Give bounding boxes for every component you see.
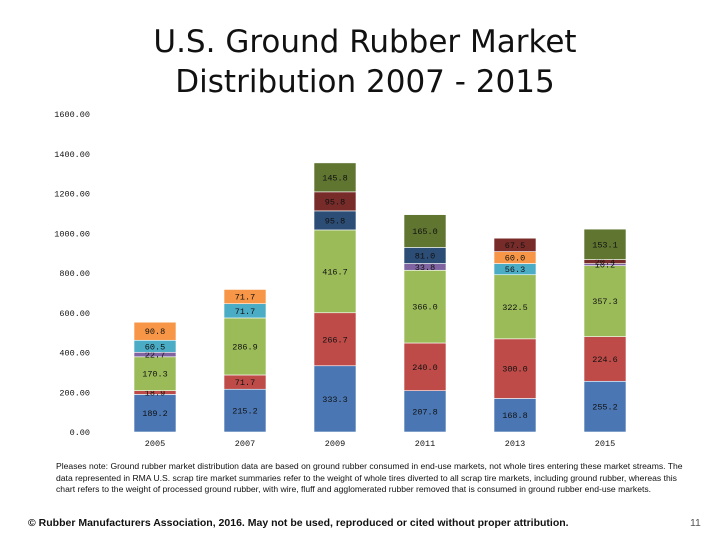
data-label: 165.0 <box>412 227 438 237</box>
data-label: 18.9 <box>145 389 165 399</box>
bar-segment <box>223 388 267 433</box>
data-label: 240.0 <box>412 363 438 373</box>
bar-segment <box>493 237 537 252</box>
x-tick-label: 2013 <box>505 439 525 449</box>
data-label: 170.3 <box>142 370 168 380</box>
y-tick-label: 1200.00 <box>54 190 90 200</box>
y-tick-label: 600.00 <box>59 309 90 319</box>
bar-segment <box>493 398 537 433</box>
data-label: 10.2 <box>595 261 615 271</box>
x-axis: 2005 2007 2009 2011 2013 2015 <box>145 439 615 449</box>
data-label: 71.7 <box>235 293 255 303</box>
y-tick-label: 1400.00 <box>54 150 90 160</box>
data-label: 357.3 <box>592 297 618 307</box>
data-label: 56.3 <box>505 265 525 275</box>
data-label: 95.8 <box>325 216 345 226</box>
data-label: 67.5 <box>505 241 525 251</box>
data-label: 224.6 <box>592 355 618 365</box>
page-number: 11 <box>690 517 701 529</box>
y-tick-label: 0.00 <box>70 428 90 438</box>
y-tick-label: 1000.00 <box>54 229 90 239</box>
footnote: Pleases note: Ground rubber market distr… <box>56 461 683 495</box>
bar-segment <box>403 342 447 391</box>
data-label: 322.5 <box>502 303 528 313</box>
bar-segment <box>313 229 357 314</box>
data-label: 215.2 <box>232 407 258 417</box>
y-tick-label: 400.00 <box>59 349 90 359</box>
bar-segment <box>493 338 537 399</box>
data-label: 207.8 <box>412 407 438 417</box>
bar-segment <box>583 228 627 260</box>
data-label: 71.7 <box>235 378 255 388</box>
copyright-text: © Rubber Manufacturers Association, 2016… <box>28 517 569 529</box>
data-label: 95.8 <box>325 197 345 207</box>
x-tick-label: 2009 <box>325 439 345 449</box>
bar-segment <box>313 312 357 367</box>
chart-title: U.S. Ground Rubber Market Distribution 2… <box>153 24 577 100</box>
data-label: 189.2 <box>142 409 168 419</box>
data-label: 60.0 <box>505 254 525 264</box>
bar-segment <box>403 390 447 433</box>
x-tick-label: 2015 <box>595 439 615 449</box>
data-label: 71.7 <box>235 307 255 317</box>
x-tick-label: 2007 <box>235 439 255 449</box>
bar-segment <box>313 162 357 193</box>
data-label: 81.0 <box>415 251 435 261</box>
y-axis: 0.00 200.00 400.00 600.00 800.00 1000.00 1200.… <box>54 110 90 438</box>
bar-segment <box>133 321 177 341</box>
data-label: 366.0 <box>412 303 438 313</box>
data-label: 168.8 <box>502 411 528 421</box>
bar-segment <box>403 269 447 344</box>
data-label: 60.5 <box>145 342 165 352</box>
data-label: 286.9 <box>232 342 258 352</box>
bar-segment <box>583 265 627 337</box>
y-tick-label: 1600.00 <box>54 110 90 120</box>
bar-segment <box>493 274 537 340</box>
data-label: 266.7 <box>322 335 348 345</box>
data-label: 33.8 <box>415 263 435 273</box>
bar-segment <box>403 214 447 248</box>
bar-segment <box>583 380 627 433</box>
x-tick-label: 2005 <box>145 439 165 449</box>
data-label: 145.8 <box>322 173 348 183</box>
bars: 189.2 18.9 170.3 22.760.5 90.8 215.2 71.7 286.9… <box>133 162 627 433</box>
data-label: 22.7 <box>145 351 165 361</box>
bar-segment <box>313 365 357 433</box>
data-label: 300.0 <box>502 365 528 375</box>
y-tick-label: 200.00 <box>59 388 90 398</box>
data-label: 255.2 <box>592 403 618 413</box>
data-label: 90.8 <box>145 327 165 337</box>
data-label: 416.7 <box>322 267 348 277</box>
data-label: 153.1 <box>592 240 618 250</box>
bar-segment <box>223 317 267 376</box>
x-tick-label: 2011 <box>415 439 435 449</box>
data-label: 20.4 <box>595 258 615 268</box>
bar-segment <box>133 394 177 433</box>
data-label: 333.3 <box>322 395 348 405</box>
y-tick-label: 800.00 <box>59 269 90 279</box>
bar-segment <box>223 289 267 305</box>
bar-segment <box>583 336 627 382</box>
